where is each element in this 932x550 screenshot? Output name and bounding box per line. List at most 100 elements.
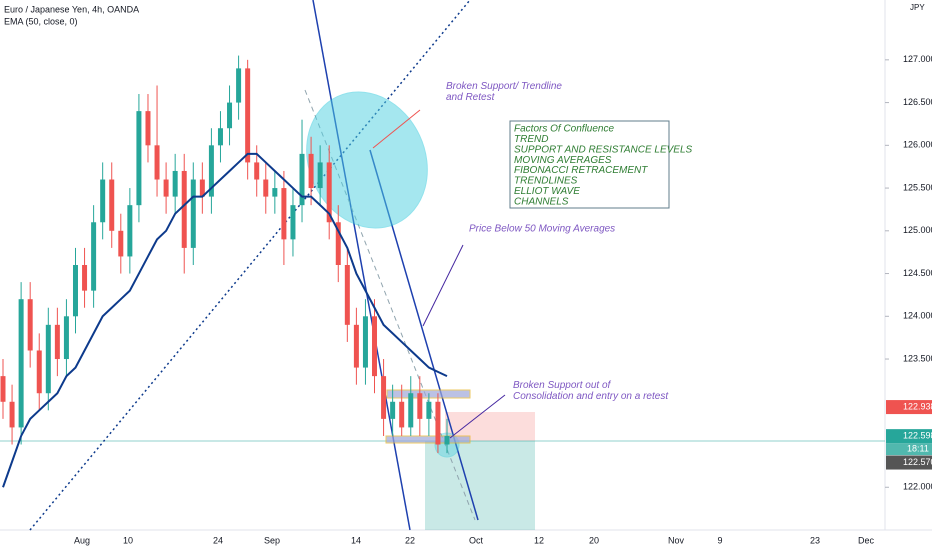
price-badge — [886, 400, 932, 415]
price-badge-label: 122.598 — [903, 431, 932, 441]
candle-body — [181, 170, 187, 248]
candle-body — [82, 265, 88, 291]
time-label: Aug — [74, 535, 90, 545]
confluence-item: CHANNELS — [514, 196, 569, 207]
candle-body — [281, 188, 287, 240]
candle-body — [172, 170, 178, 197]
target-zone — [425, 441, 535, 530]
annotation: Broken Support/ Trendline and Retest — [446, 81, 562, 103]
candle-body — [109, 179, 115, 231]
candle-body — [18, 299, 24, 428]
candle-body — [435, 401, 441, 445]
candle-body — [317, 162, 323, 189]
time-label: 9 — [717, 535, 722, 545]
time-label: Sep — [264, 535, 280, 545]
confluence-item: TREND — [514, 134, 548, 145]
candle-body — [417, 393, 423, 419]
candle-body — [236, 68, 242, 103]
candle-body — [199, 179, 205, 197]
candle-body — [118, 230, 124, 257]
countdown-badge — [886, 443, 932, 456]
time-label: Oct — [469, 535, 484, 545]
candle-body — [227, 102, 233, 129]
candle-body — [54, 324, 60, 360]
time-label: 24 — [213, 535, 223, 545]
candle-body — [335, 222, 341, 265]
price-tick-label: 127.000 — [903, 54, 932, 64]
candle-body — [272, 188, 278, 197]
candle-body — [353, 324, 359, 368]
candle-body — [27, 299, 33, 351]
annotation: Price Below 50 Moving Averages — [469, 224, 615, 235]
candle-body — [381, 376, 387, 419]
price-badge — [886, 455, 932, 470]
candle-body — [45, 324, 51, 394]
indicator-title: EMA (50, close, 0) — [4, 16, 78, 26]
candle-body — [127, 205, 133, 257]
price-tick-label: 125.500 — [903, 182, 932, 192]
candle-body — [290, 205, 296, 240]
price-tick-label: 124.000 — [903, 311, 932, 321]
candle-body — [9, 401, 15, 428]
price-tick-label: 123.500 — [903, 353, 932, 363]
candle-body — [100, 179, 106, 223]
confluence-item: MOVING AVERAGES — [514, 155, 612, 166]
candle-body — [390, 401, 396, 419]
time-label: 12 — [534, 535, 544, 545]
candle-body — [36, 350, 42, 394]
symbol-title: Euro / Japanese Yen, 4h, OANDA — [4, 4, 139, 14]
time-label: Nov — [668, 535, 685, 545]
candle-body — [0, 376, 6, 402]
candle-body — [308, 153, 314, 189]
candle-body — [344, 265, 350, 325]
candle-body — [372, 316, 378, 377]
candle-body — [399, 401, 405, 428]
candle-body — [145, 111, 151, 146]
confluence-item: TRENDLINES — [514, 176, 578, 187]
confluence-item: FIBONACCI RETRACEMENT — [514, 165, 648, 176]
price-tick-label: 122.000 — [903, 482, 932, 492]
consolidation-bottom — [385, 435, 471, 444]
candle-body — [362, 316, 368, 368]
ema-line — [2, 152, 448, 488]
price-badge-label: 122.938 — [903, 401, 932, 411]
confluence-item: SUPPORT AND RESISTANCE LEVELS — [514, 144, 693, 155]
confluence-title: Factors Of Confluence — [514, 124, 614, 135]
time-label: 23 — [810, 535, 820, 545]
price-tick-label: 126.000 — [903, 140, 932, 150]
countdown: 18:11 — [907, 444, 929, 454]
channel-line — [312, 0, 411, 531]
candle-body — [217, 128, 223, 146]
price-badge-label: 122.570 — [903, 457, 932, 467]
candle-body — [91, 222, 97, 291]
arrow — [449, 394, 506, 439]
time-label: 20 — [589, 535, 599, 545]
time-label: 10 — [123, 535, 133, 545]
candle-body — [72, 265, 78, 317]
confluence-box — [509, 120, 670, 209]
candle-body — [190, 179, 196, 248]
candle-body — [136, 111, 142, 206]
candle-body — [254, 162, 260, 180]
candle-body — [63, 316, 69, 360]
confluence-item: ELLIOT WAVE — [514, 186, 580, 197]
candle-body — [299, 153, 305, 206]
price-tick-label: 126.500 — [903, 97, 932, 107]
time-label: 22 — [405, 535, 415, 545]
price-tick-label: 124.500 — [903, 268, 932, 278]
arrow — [422, 244, 464, 327]
annotation: Broken Support out of Consolidation and e… — [513, 380, 669, 402]
price-tick-label: 125.000 — [903, 225, 932, 235]
candle-body — [444, 435, 450, 445]
candle-body — [154, 145, 160, 180]
time-label: Dec — [858, 535, 875, 545]
candle-body — [408, 393, 414, 428]
highlight-ellipse — [306, 91, 428, 229]
candle-body — [263, 179, 269, 197]
candle-body — [208, 145, 214, 197]
candle-body — [245, 68, 251, 163]
currency: JPY — [910, 3, 925, 12]
price-badge — [886, 429, 932, 444]
